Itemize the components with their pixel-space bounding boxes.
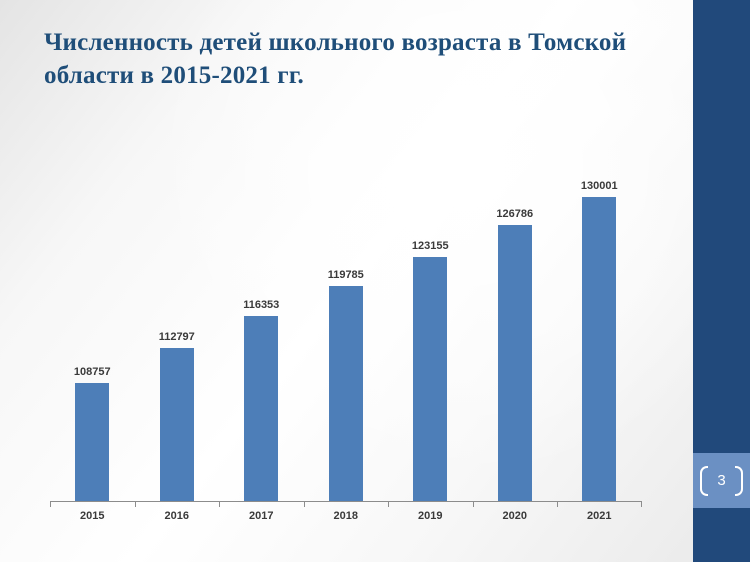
bar: [582, 197, 617, 501]
right-bracket-icon: [734, 465, 743, 496]
bar-value-label: 108757: [73, 366, 111, 378]
bar: [413, 257, 448, 501]
x-axis-label: 2016: [164, 510, 189, 522]
x-axis-tick: [50, 502, 51, 507]
bar-chart: 108757 2015 112797 2016 116353 2017 119785 2018…: [50, 150, 642, 522]
slide-title: Численность детей школьного возраста в Т…: [44, 29, 627, 89]
x-axis-tick: [304, 502, 305, 507]
x-axis-tick: [135, 502, 136, 507]
bar: [159, 348, 194, 501]
page-number-plate: 3: [693, 453, 750, 508]
bar-value-label: 116353: [243, 299, 280, 311]
x-axis-label: 2015: [80, 510, 105, 522]
x-axis-label: 2019: [418, 510, 443, 522]
x-axis-label: 2018: [333, 510, 358, 522]
bar: [328, 286, 363, 501]
page-number: 3: [717, 472, 726, 489]
x-axis-tick: [641, 502, 642, 507]
bar-value-label: 119785: [327, 269, 364, 281]
bar-value-label: 130001: [580, 180, 618, 192]
bar-value-label: 123155: [411, 240, 449, 252]
x-axis-tick: [388, 502, 389, 507]
x-axis-tick: [219, 502, 220, 507]
side-strip: 3: [693, 0, 750, 562]
x-axis-tick: [557, 502, 558, 507]
bar-value-label: 126786: [496, 208, 534, 220]
bar: [497, 225, 532, 501]
x-axis-label: 2021: [587, 510, 612, 522]
bar: [244, 316, 279, 501]
x-axis-label: 2020: [502, 510, 527, 522]
left-bracket-icon: [700, 465, 709, 496]
x-axis-line: [50, 501, 642, 502]
bar-value-label: 112797: [158, 331, 195, 343]
x-axis-label: 2017: [249, 510, 274, 522]
x-axis-tick: [473, 502, 474, 507]
bar: [75, 383, 110, 501]
